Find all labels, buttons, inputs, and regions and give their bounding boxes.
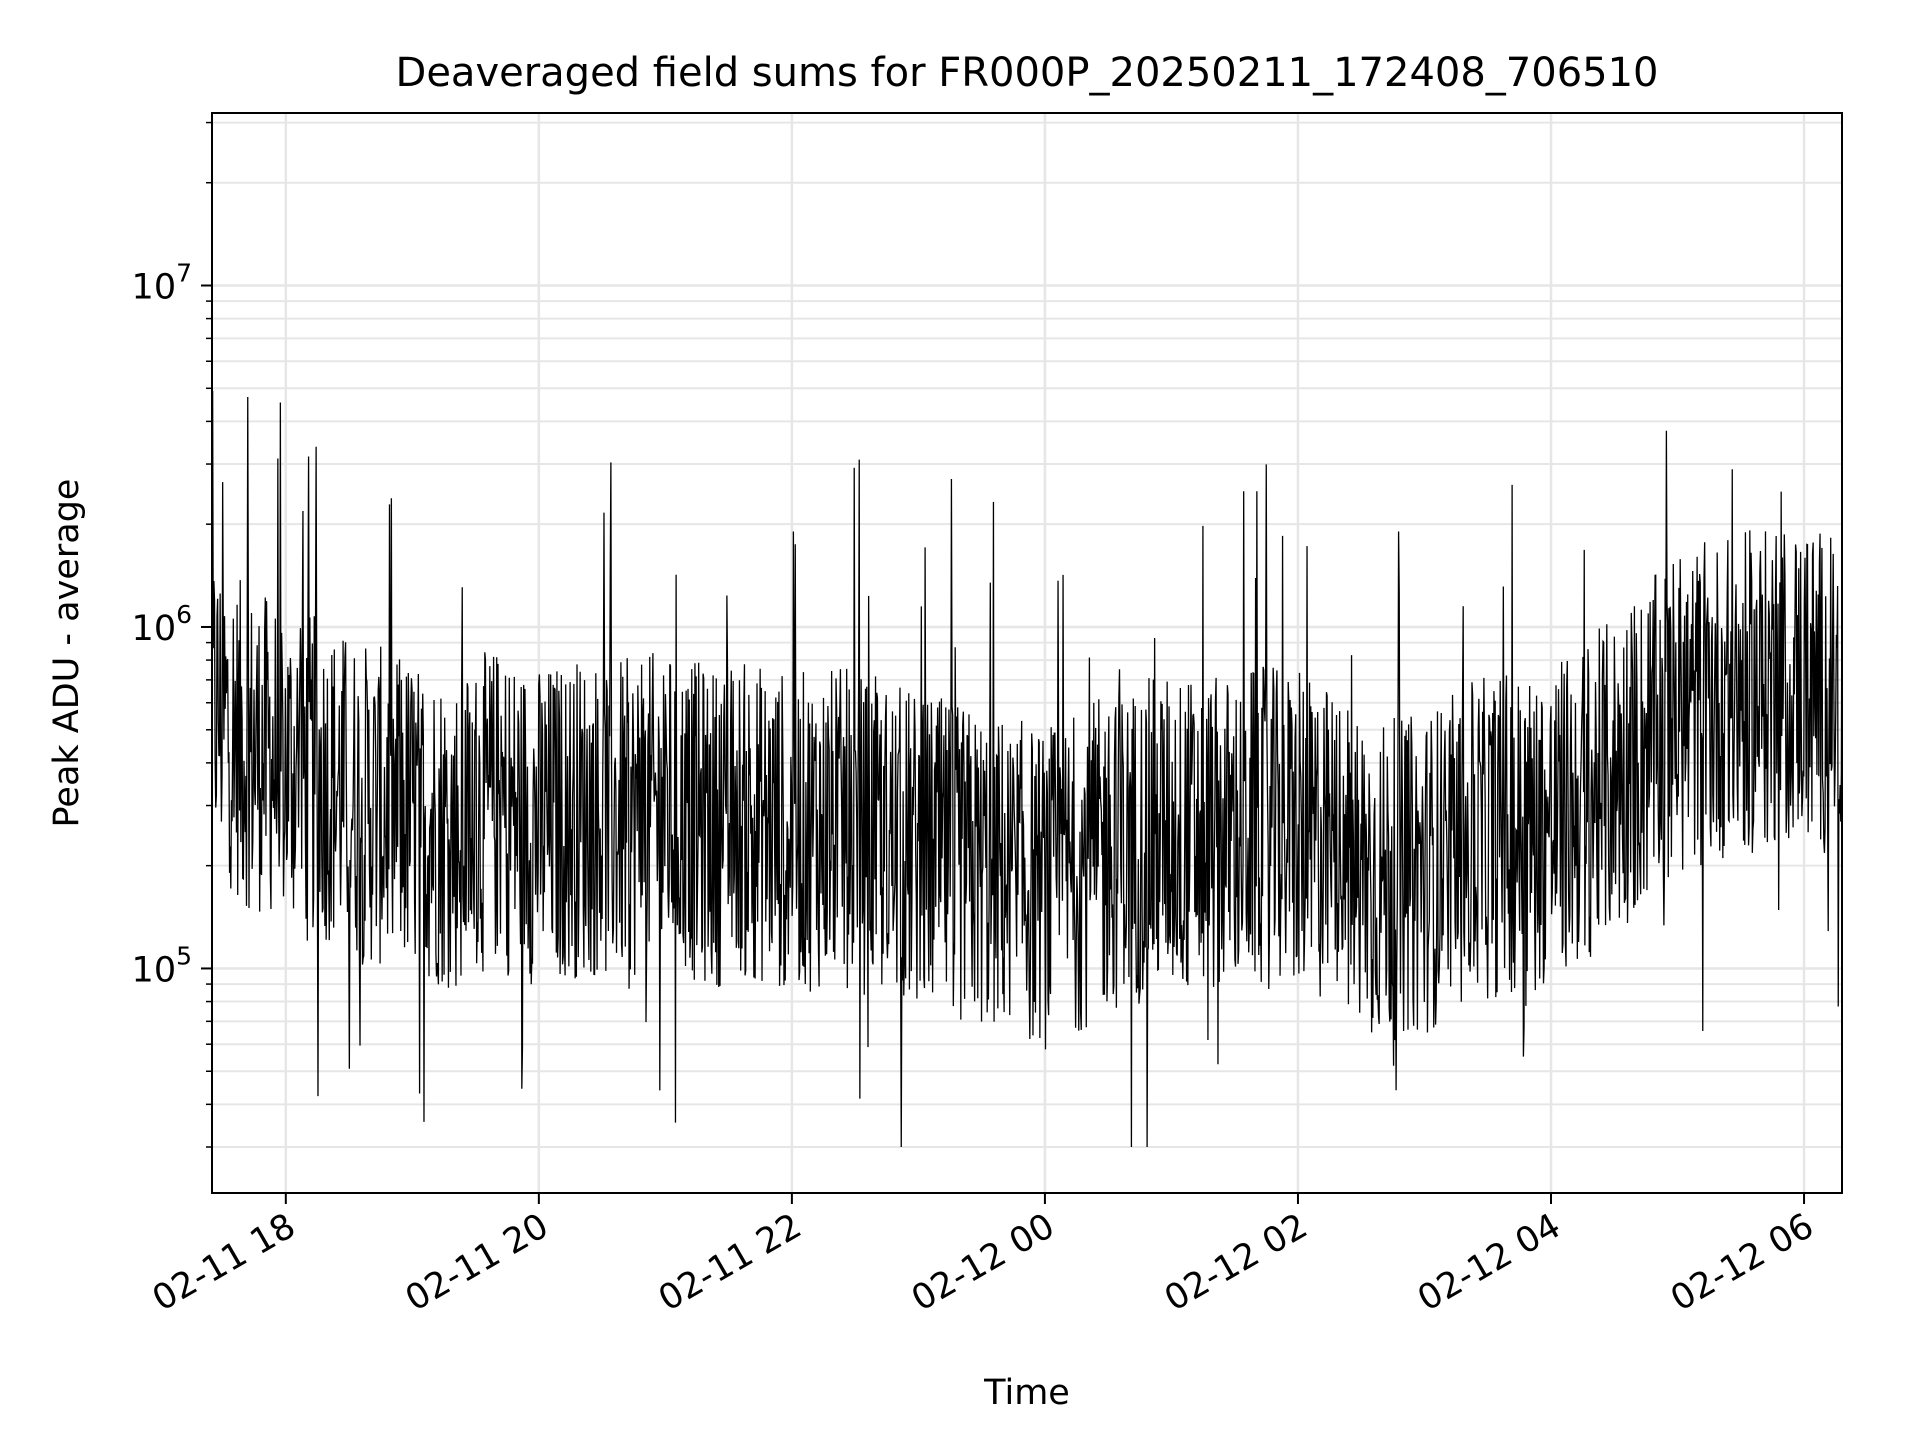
x-axis-label: Time — [983, 1373, 1070, 1413]
y-tick-label: 107 — [132, 258, 192, 307]
x-tick-label: 02-12 06 — [1664, 1206, 1820, 1319]
x-tick-label: 02-11 20 — [399, 1206, 555, 1319]
x-tick-label: 02-12 00 — [905, 1206, 1061, 1319]
x-tick-label: 02-12 04 — [1411, 1206, 1567, 1319]
series-line — [212, 390, 1842, 1148]
y-tick-label: 106 — [132, 600, 192, 649]
grid — [212, 113, 1842, 1193]
plot-frame — [211, 112, 1843, 1194]
chart-title: Deaveraged field sums for FR000P_2025021… — [396, 50, 1659, 96]
y-axis-label: Peak ADU - average — [47, 479, 87, 828]
x-tick-label: 02-11 22 — [652, 1206, 808, 1319]
y-tick-label: 105 — [132, 941, 192, 990]
plot-area — [212, 390, 1842, 1148]
x-tick-label: 02-12 02 — [1158, 1206, 1314, 1319]
x-tick-label: 02-11 18 — [146, 1206, 302, 1319]
